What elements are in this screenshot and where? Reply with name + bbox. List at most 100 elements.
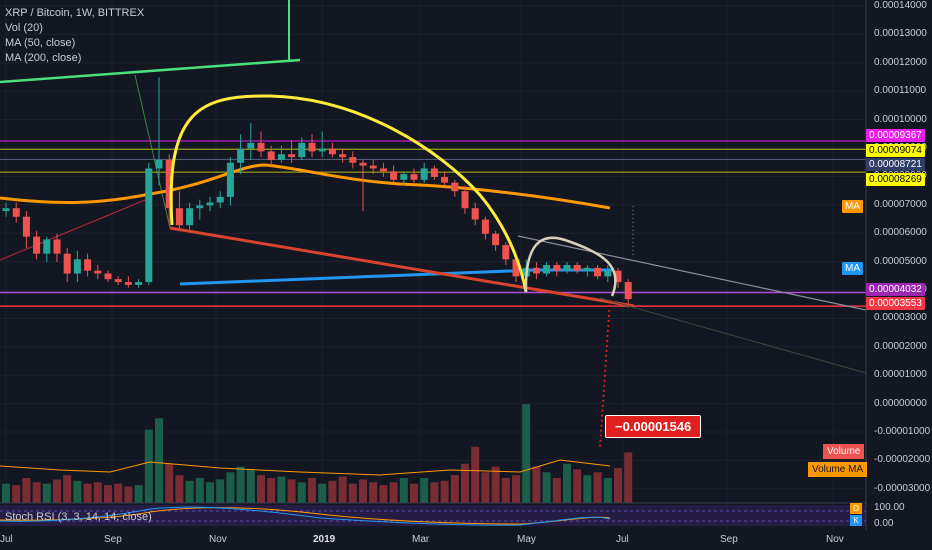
candle-body [492,233,500,246]
candle-body [175,208,183,226]
volume-bar [583,475,592,503]
candle-body [328,148,336,155]
candle-body [543,265,551,274]
candle-body [532,267,540,274]
x-tick-label: Nov [826,534,844,545]
candle-body [63,253,71,274]
candle-body [420,168,428,180]
volume-bar [165,463,174,503]
volume-bar [318,483,327,503]
candle-body [84,259,92,271]
volume-bar [440,480,449,503]
volume-bar [257,475,265,503]
red-trendline [0,199,146,261]
volume-bar [114,483,123,503]
candle-body [2,208,10,212]
legend-ma200[interactable]: MA (200, close) [5,52,82,64]
candle-body [206,202,214,206]
volume-bar [430,482,439,503]
candle-body [339,154,347,158]
volume-bar [624,452,633,503]
x-tick-label: Mar [412,534,430,545]
volume-bar [481,472,490,503]
candle-body [410,174,418,180]
legend-ma50[interactable]: MA (50, close) [5,37,76,49]
candle-body [624,282,632,300]
candle-body [104,273,112,280]
volume-bar [175,475,184,503]
stoch-d-tag: D [850,503,862,514]
legend-symbol[interactable]: XRP / Bitcoin, 1W, BITTREX [5,7,145,19]
target-callout[interactable]: −0.00001546 [605,415,702,438]
y-tick-label: 0.00006000 [874,227,927,239]
candle-body [53,239,61,254]
candle-body [594,267,602,277]
legend-volume[interactable]: Vol (20) [5,22,43,34]
handle-arc [524,236,617,297]
stoch-k-tag: K [850,515,862,526]
stoch-tick-label: 100.00 [874,502,905,513]
volume-bar [287,479,296,503]
volume-bar [206,482,214,503]
volume-bar [104,485,112,503]
volume-bar [144,429,153,503]
volume-bar [563,463,571,503]
price-label-red: 0.00003553 [866,297,925,310]
volume-bar [379,485,388,503]
volume-bar [410,483,418,503]
volume-bar [532,466,541,503]
descending-trendline [169,226,635,308]
candle-body [73,259,81,274]
volume-bar [226,472,235,503]
candle-body [430,168,438,177]
x-tick-label: Jul [0,534,13,545]
volume-bar [338,476,347,503]
ma50-label: MA [842,200,863,213]
volume-bar [297,482,306,503]
volume-bar [216,479,225,503]
volume-bar [134,485,143,503]
candle-body [267,151,275,160]
volume-bar [552,478,561,503]
volume-bar [73,480,82,503]
candle-body [186,208,194,226]
candle-body [390,171,398,180]
y-tick-label: 0.00001000 [874,369,927,381]
candle-body [12,208,20,217]
candle-body [135,282,143,285]
volume-bar [93,482,102,503]
candle-body [43,239,51,254]
volume-bar [308,478,316,503]
volume-bar [399,478,408,503]
candle-body [257,142,265,152]
volume-bar [420,478,429,503]
candle-body [196,205,204,209]
volume-bar [185,480,194,503]
candle-body [22,216,30,237]
volume-ma-tag: Volume MA [808,462,868,477]
ma200-label: MA [842,262,863,275]
volume-bar [63,475,72,503]
volume-bar [593,472,602,503]
volume-bar [359,479,367,503]
candle-body [573,265,581,271]
green-trendline [0,58,301,84]
candle-body [226,162,234,197]
volume-bar [603,478,612,503]
volume-bar [246,469,255,503]
volume-bar [450,475,459,503]
candle-body [359,162,367,166]
candle-body [94,270,102,274]
price-label-magenta: 0.00009367 [866,129,925,142]
y-tick-label: 0.00005000 [874,255,927,267]
volume-bar [22,478,31,503]
volume-bar [2,483,10,503]
volume-bar [512,475,520,503]
candle-body [471,208,479,220]
dark-trendline [599,297,867,374]
stoch-rsi-legend[interactable]: Stoch RSI (3, 3, 14, 14, close) [5,511,152,523]
candle-body [441,176,449,183]
volume-bar [573,469,582,503]
